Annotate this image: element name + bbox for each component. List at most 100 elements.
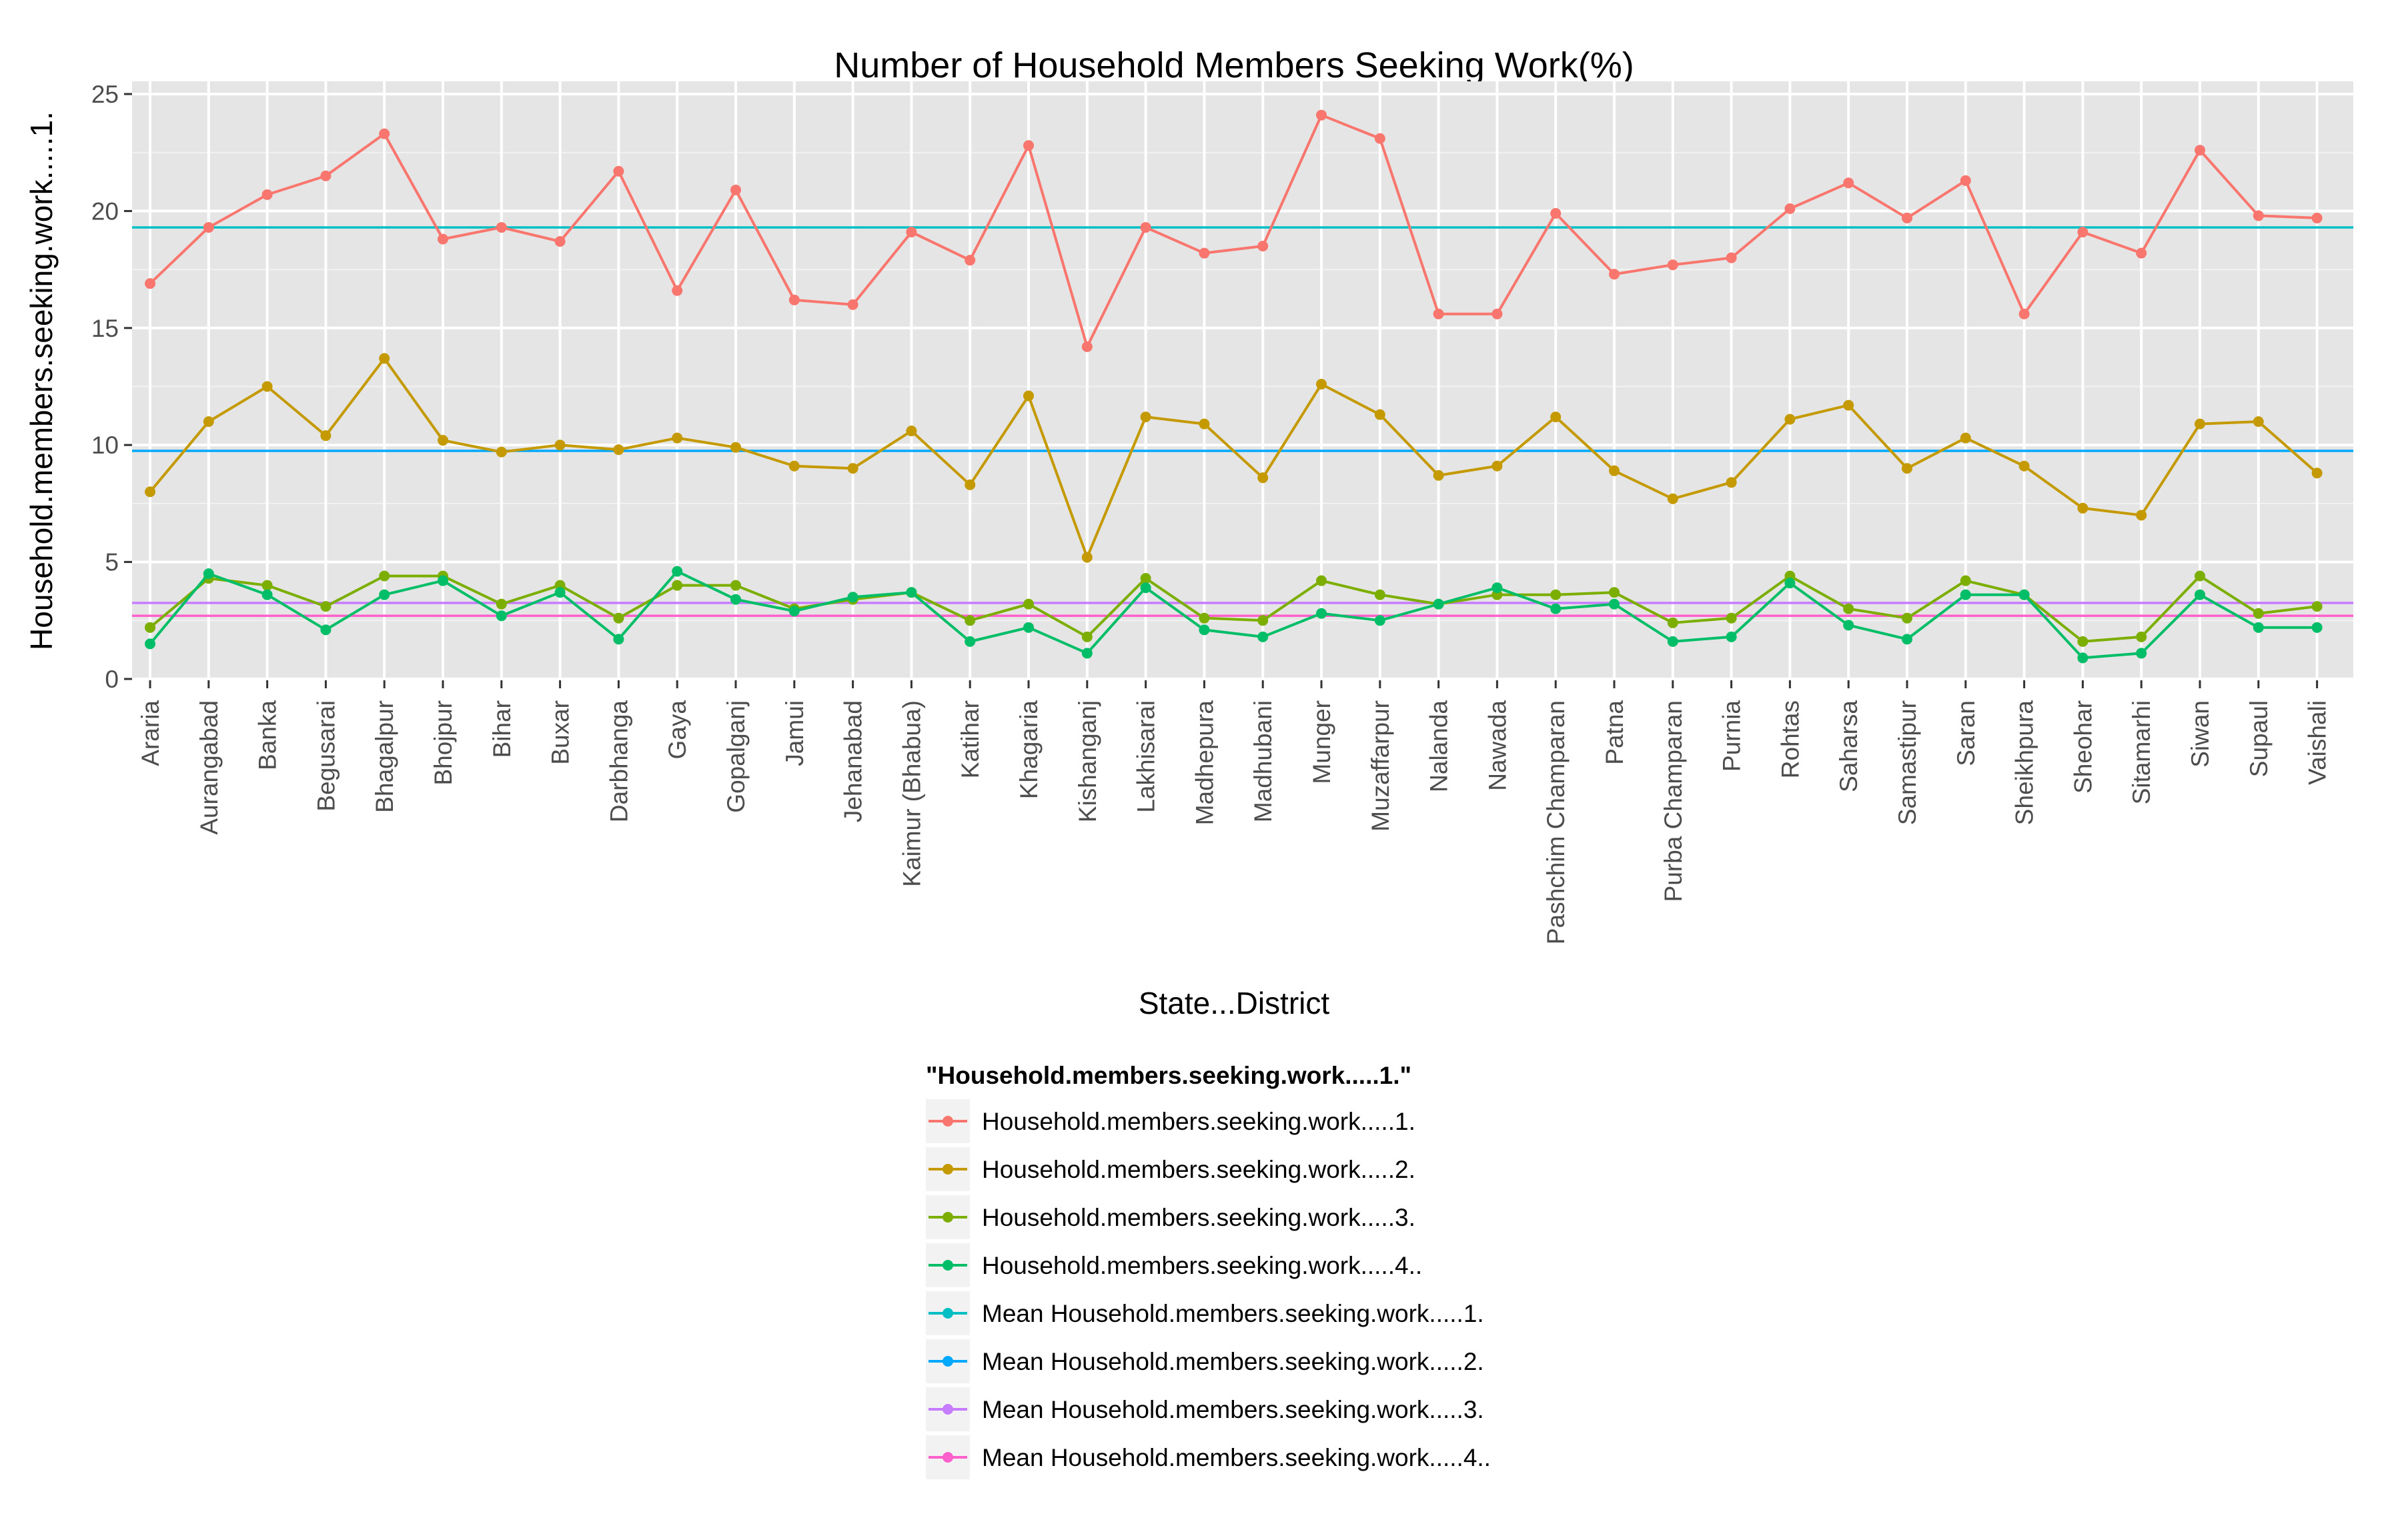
data-point <box>1843 177 1854 189</box>
data-point <box>1667 617 1678 628</box>
data-point <box>1550 589 1562 600</box>
data-point <box>1726 477 1737 488</box>
data-point <box>613 165 624 177</box>
data-point <box>1784 578 1796 589</box>
x-tick-label: Buxar <box>547 700 574 765</box>
data-point <box>2018 460 2030 472</box>
data-point <box>1374 615 1385 626</box>
data-point <box>613 612 624 624</box>
series-2 <box>145 353 2323 563</box>
data-point <box>1902 463 1912 474</box>
data-point <box>203 416 214 428</box>
data-point <box>2311 622 2323 633</box>
data-point <box>1843 400 1854 411</box>
data-point <box>2136 510 2147 521</box>
data-point <box>965 636 976 647</box>
data-point <box>1960 175 1971 186</box>
data-point <box>2311 468 2323 479</box>
data-point <box>1199 418 1210 430</box>
data-point <box>1843 603 1854 614</box>
data-point <box>1374 133 1385 144</box>
data-point <box>554 236 566 247</box>
x-tick-label: Aurangabad <box>195 700 223 835</box>
data-point <box>2311 212 2323 223</box>
data-point <box>1960 432 1971 444</box>
data-point <box>1023 390 1034 402</box>
data-point <box>320 601 332 612</box>
data-point <box>1140 412 1151 423</box>
series-lines <box>145 109 2323 664</box>
data-point <box>2253 416 2264 428</box>
data-point <box>906 587 917 598</box>
data-point <box>1081 648 1093 659</box>
y-tick-label: 20 <box>91 197 119 225</box>
data-point <box>2136 631 2147 642</box>
data-point <box>1433 598 1444 610</box>
data-point <box>1140 582 1151 594</box>
y-tick-label: 5 <box>105 549 119 576</box>
y-axis-label: Household.members.seeking.work.....1. <box>24 111 59 650</box>
x-tick-label: Jehanabad <box>840 700 867 822</box>
data-point <box>2018 589 2030 600</box>
x-tick-label: Purnia <box>1718 700 1746 772</box>
x-tick-label: Bhojpur <box>430 700 457 786</box>
data-point <box>2077 226 2088 237</box>
data-point <box>261 189 273 200</box>
data-point <box>438 233 448 245</box>
data-point <box>1726 612 1737 624</box>
data-point <box>496 598 507 610</box>
data-point <box>145 486 155 498</box>
data-point <box>672 432 683 444</box>
data-point <box>2253 608 2264 619</box>
data-point <box>1667 259 1678 271</box>
data-point <box>1257 631 1269 642</box>
data-point <box>1726 252 1737 263</box>
x-tick-label: Bihar <box>488 700 516 758</box>
legend-item: Mean Household.members.seeking.work.....… <box>926 1435 1491 1479</box>
data-point <box>613 634 624 645</box>
x-tick-label: Sitamarhi <box>2128 700 2155 804</box>
data-point <box>1667 636 1678 647</box>
chart-title: Number of Household Members Seeking Work… <box>834 45 1634 85</box>
x-tick-label: Nawada <box>1483 700 1511 791</box>
data-point <box>788 294 800 305</box>
data-point <box>1316 575 1327 586</box>
data-point <box>2077 636 2088 647</box>
data-point <box>730 184 741 195</box>
data-point <box>554 440 566 451</box>
data-point <box>145 638 155 650</box>
data-point <box>2253 210 2264 221</box>
x-tick-label: Kishanganj <box>1074 700 1101 822</box>
data-point <box>1550 207 1562 219</box>
data-point <box>1081 552 1093 563</box>
legend-key-point <box>943 1404 953 1415</box>
data-point <box>730 594 741 605</box>
series-line <box>149 574 2317 643</box>
legend-label: Mean Household.members.seeking.work.....… <box>982 1444 1491 1471</box>
x-tick-label: Lakhisarai <box>1133 700 1160 813</box>
data-point <box>1902 612 1912 624</box>
data-point <box>1784 414 1796 425</box>
data-point <box>438 575 448 586</box>
data-point <box>2136 648 2147 659</box>
data-point <box>320 170 332 181</box>
series-1 <box>145 109 2323 352</box>
series-line <box>149 113 2317 348</box>
x-tick-label: Madhubani <box>1249 700 1277 822</box>
data-point <box>2077 652 2088 664</box>
data-point <box>1609 598 1620 610</box>
series-4 <box>145 566 2323 664</box>
legend-item: Mean Household.members.seeking.work.....… <box>926 1339 1484 1383</box>
x-tick-label: Purba Champaran <box>1660 700 1687 902</box>
data-point <box>730 442 741 453</box>
legend: "Household.members.seeking.work.....1." … <box>926 1062 1491 1479</box>
data-point <box>2253 622 2264 633</box>
data-point <box>847 299 858 310</box>
x-tick-label: Gaya <box>664 700 691 760</box>
y-tick-label: 10 <box>91 432 119 459</box>
x-tick-label: Siwan <box>2187 700 2214 768</box>
data-point <box>1960 589 1971 600</box>
legend-key-point <box>943 1212 953 1223</box>
data-point <box>788 460 800 472</box>
